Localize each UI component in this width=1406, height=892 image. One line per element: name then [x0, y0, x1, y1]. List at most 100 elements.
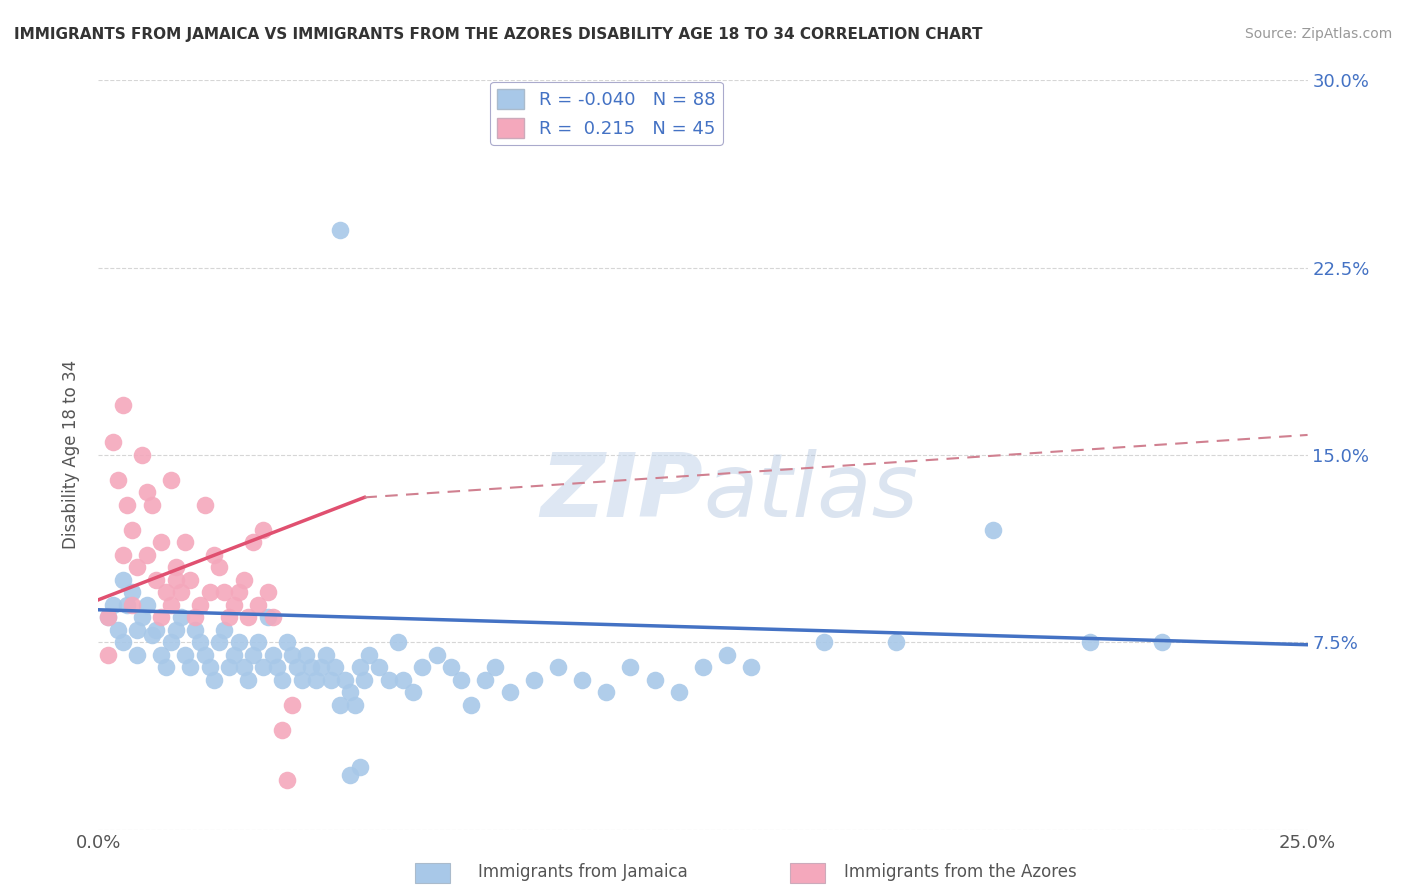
Point	[198, 585, 221, 599]
Point	[309, 660, 332, 674]
Point	[333, 673, 356, 687]
Point	[169, 610, 191, 624]
Point	[377, 673, 399, 687]
Point	[184, 610, 207, 624]
Point	[886, 635, 908, 649]
Point	[426, 648, 449, 662]
Point	[204, 548, 226, 562]
Point	[1078, 635, 1101, 649]
Point	[194, 498, 217, 512]
Point	[150, 610, 173, 624]
Point	[101, 435, 124, 450]
Point	[547, 660, 569, 674]
Point	[145, 623, 167, 637]
Point	[242, 648, 264, 662]
Point	[135, 485, 157, 500]
Point	[295, 648, 318, 662]
Point	[349, 760, 371, 774]
Point	[349, 660, 371, 674]
Point	[127, 648, 149, 662]
Point	[339, 767, 361, 781]
Point	[121, 523, 143, 537]
Point	[198, 660, 221, 674]
Point	[160, 598, 183, 612]
Point	[212, 585, 235, 599]
Point	[150, 535, 173, 549]
Point	[212, 623, 235, 637]
Point	[160, 473, 183, 487]
Point	[111, 573, 134, 587]
Point	[474, 673, 496, 687]
Point	[392, 673, 415, 687]
Point	[135, 598, 157, 612]
Text: Immigrants from the Azores: Immigrants from the Azores	[844, 863, 1077, 881]
Point	[97, 610, 120, 624]
Point	[131, 610, 153, 624]
Point	[247, 598, 270, 612]
Point	[319, 673, 342, 687]
Point	[121, 598, 143, 612]
Point	[256, 585, 278, 599]
Legend: R = -0.040   N = 88, R =  0.215   N = 45: R = -0.040 N = 88, R = 0.215 N = 45	[491, 82, 723, 145]
Point	[325, 660, 347, 674]
Point	[188, 598, 211, 612]
Point	[208, 635, 231, 649]
Point	[740, 660, 762, 674]
Point	[97, 648, 120, 662]
Point	[440, 660, 463, 674]
Point	[460, 698, 482, 712]
Point	[276, 635, 298, 649]
Point	[242, 535, 264, 549]
Text: atlas: atlas	[703, 450, 918, 535]
Point	[204, 673, 226, 687]
Point	[111, 548, 134, 562]
Point	[595, 685, 617, 699]
Point	[127, 560, 149, 574]
Point	[228, 585, 250, 599]
Point	[165, 560, 187, 574]
Point	[266, 660, 288, 674]
Point	[141, 498, 163, 512]
Point	[232, 573, 254, 587]
Point	[339, 685, 361, 699]
Point	[218, 660, 240, 674]
Point	[107, 623, 129, 637]
Point	[353, 673, 375, 687]
Point	[256, 610, 278, 624]
Point	[111, 635, 134, 649]
Point	[135, 548, 157, 562]
Point	[343, 698, 366, 712]
Point	[450, 673, 472, 687]
Text: Immigrants from Jamaica: Immigrants from Jamaica	[478, 863, 688, 881]
Point	[498, 685, 520, 699]
Point	[271, 723, 294, 737]
Point	[111, 398, 134, 412]
Point	[184, 623, 207, 637]
Point	[228, 635, 250, 649]
Point	[484, 660, 506, 674]
Y-axis label: Disability Age 18 to 34: Disability Age 18 to 34	[62, 360, 80, 549]
Point	[402, 685, 425, 699]
Point	[692, 660, 714, 674]
Point	[252, 660, 274, 674]
Point	[281, 648, 304, 662]
Point	[174, 535, 197, 549]
Point	[238, 673, 260, 687]
Point	[619, 660, 641, 674]
Point	[232, 660, 254, 674]
Point	[208, 560, 231, 574]
Point	[218, 610, 240, 624]
Point	[368, 660, 391, 674]
Point	[271, 673, 294, 687]
Point	[169, 585, 191, 599]
Point	[981, 523, 1004, 537]
Point	[188, 635, 211, 649]
Point	[262, 610, 284, 624]
Text: ZIP: ZIP	[540, 449, 703, 536]
Point	[101, 598, 124, 612]
Point	[329, 223, 352, 237]
Point	[194, 648, 217, 662]
Text: IMMIGRANTS FROM JAMAICA VS IMMIGRANTS FROM THE AZORES DISABILITY AGE 18 TO 34 CO: IMMIGRANTS FROM JAMAICA VS IMMIGRANTS FR…	[14, 27, 983, 42]
Point	[359, 648, 381, 662]
Point	[411, 660, 433, 674]
